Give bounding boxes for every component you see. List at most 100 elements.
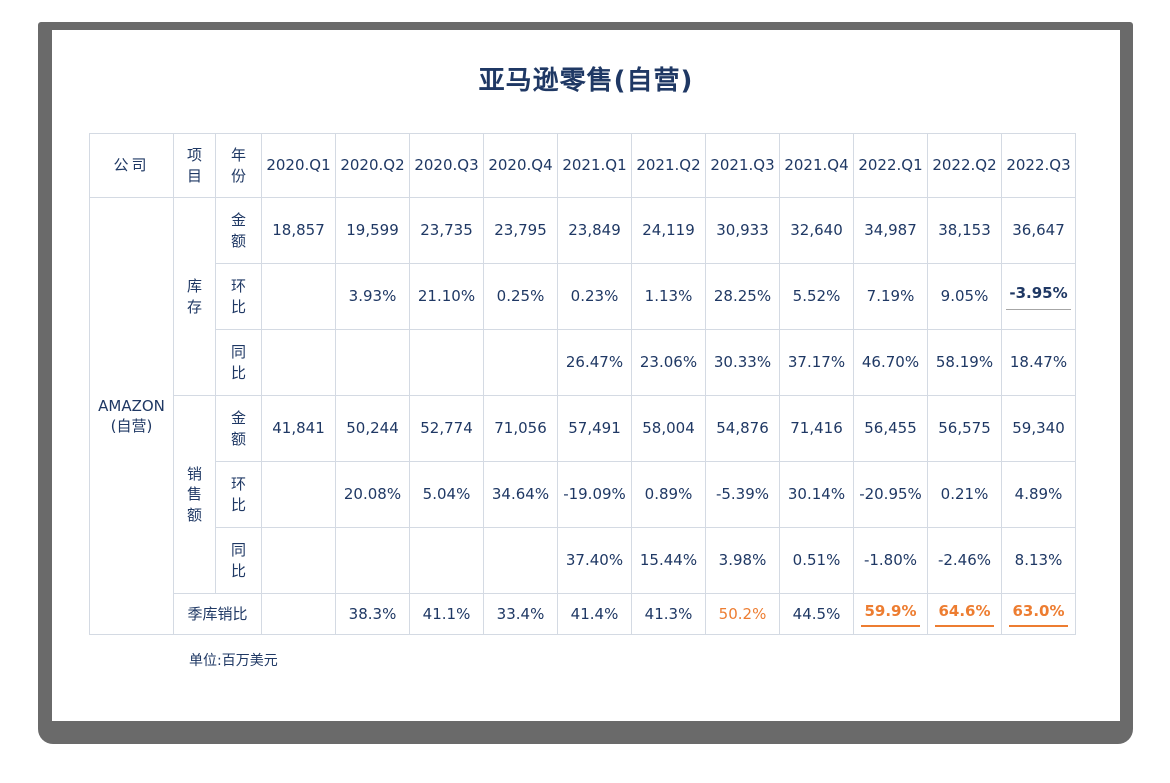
metric-label-cell: 环 比 <box>215 461 262 528</box>
summary-value-cell: 63.0% <box>1001 593 1076 635</box>
company-header-cell: 公司 <box>89 133 174 198</box>
value-cell: 36,647 <box>1001 197 1076 264</box>
quarter-header-cell: 2022.Q1 <box>853 133 928 198</box>
year-header-cell: 年 份 <box>215 133 262 198</box>
summary-value-cell: 38.3% <box>335 593 410 635</box>
unit-note: 单位:百万美元 <box>189 653 278 669</box>
value-cell <box>261 263 336 330</box>
summary-label-cell: 季库销比 <box>173 593 262 635</box>
section-label-cell: 销 售 额 <box>173 395 216 594</box>
quarter-header-cell: 2022.Q2 <box>927 133 1002 198</box>
summary-value-cell: 41.1% <box>409 593 484 635</box>
value-cell: 30.14% <box>779 461 854 528</box>
value-cell: 5.04% <box>409 461 484 528</box>
value-cell: 1.13% <box>631 263 706 330</box>
metric-label-cell: 同 比 <box>215 329 262 396</box>
value-cell: 30,933 <box>705 197 780 264</box>
quarter-header-cell: 2022.Q3 <box>1001 133 1076 198</box>
quarter-header-cell: 2020.Q1 <box>261 133 336 198</box>
value-cell: 58,004 <box>631 395 706 462</box>
value-cell: 9.05% <box>927 263 1002 330</box>
value-cell: 23,795 <box>483 197 558 264</box>
value-cell: 41,841 <box>261 395 336 462</box>
table-header: 公司项 目年 份 2020.Q1 2020.Q2 2020.Q3 2020.Q4 2021… <box>89 133 1076 198</box>
value-cell <box>335 527 410 594</box>
value-cell: 20.08% <box>335 461 410 528</box>
page-title: 亚马逊零售(自营) <box>478 66 694 96</box>
window-frame: 亚马逊零售(自营) 公司项 目年 份 2020.Q1 2020.Q2 2020.Q3 2… <box>38 22 1133 744</box>
value-cell: 23,735 <box>409 197 484 264</box>
quarter-header-cell: 2020.Q2 <box>335 133 410 198</box>
value-cell: -2.46% <box>927 527 1002 594</box>
item-header-cell: 项 目 <box>173 133 216 198</box>
quarter-header-cell: 2021.Q4 <box>779 133 854 198</box>
value-cell: 34,987 <box>853 197 928 264</box>
value-cell: 0.21% <box>927 461 1002 528</box>
table-body: AMAZON (自营) 库 存金 额 18,857 19,599 23,735 23,79… <box>89 197 1076 635</box>
summary-value-cell: 33.4% <box>483 593 558 635</box>
value-cell <box>483 329 558 396</box>
value-cell: 0.89% <box>631 461 706 528</box>
value-cell: 23.06% <box>631 329 706 396</box>
data-table: 公司项 目年 份 2020.Q1 2020.Q2 2020.Q3 2020.Q4 2021… <box>89 133 1076 635</box>
value-cell: 56,455 <box>853 395 928 462</box>
value-cell: 26.47% <box>557 329 632 396</box>
value-cell <box>483 527 558 594</box>
company-cell: AMAZON (自营) <box>89 197 174 635</box>
value-cell: 0.51% <box>779 527 854 594</box>
value-cell: 18.47% <box>1001 329 1076 396</box>
section-label-cell: 库 存 <box>173 197 216 396</box>
value-cell: 4.89% <box>1001 461 1076 528</box>
value-cell: 0.23% <box>557 263 632 330</box>
quarter-header-cell: 2020.Q3 <box>409 133 484 198</box>
value-cell: 32,640 <box>779 197 854 264</box>
summary-value-cell <box>261 593 336 635</box>
value-cell: 30.33% <box>705 329 780 396</box>
summary-value-cell: 41.4% <box>557 593 632 635</box>
content-sheet: 亚马逊零售(自营) 公司项 目年 份 2020.Q1 2020.Q2 2020.Q3 2… <box>52 30 1120 721</box>
value-cell: 24,119 <box>631 197 706 264</box>
underlined-value: -3.95% <box>1006 283 1071 310</box>
value-cell: -19.09% <box>557 461 632 528</box>
value-cell: 56,575 <box>927 395 1002 462</box>
quarter-header-cell: 2020.Q4 <box>483 133 558 198</box>
value-cell: 5.52% <box>779 263 854 330</box>
quarter-header-cell: 2021.Q2 <box>631 133 706 198</box>
value-cell: 3.93% <box>335 263 410 330</box>
value-cell: 3.98% <box>705 527 780 594</box>
value-cell: 0.25% <box>483 263 558 330</box>
value-cell: 46.70% <box>853 329 928 396</box>
quarter-header-cell: 2021.Q1 <box>557 133 632 198</box>
value-cell: 21.10% <box>409 263 484 330</box>
value-cell: 59,340 <box>1001 395 1076 462</box>
value-cell: 71,056 <box>483 395 558 462</box>
value-cell <box>261 329 336 396</box>
value-cell <box>409 527 484 594</box>
metric-label-cell: 环 比 <box>215 263 262 330</box>
value-cell: 71,416 <box>779 395 854 462</box>
metric-label-cell: 金 额 <box>215 395 262 462</box>
underlined-value: 59.9% <box>861 601 920 628</box>
quarter-header-cell: 2021.Q3 <box>705 133 780 198</box>
underlined-value: 64.6% <box>935 601 994 628</box>
value-cell: 19,599 <box>335 197 410 264</box>
value-cell <box>261 461 336 528</box>
value-cell: 52,774 <box>409 395 484 462</box>
value-cell: 23,849 <box>557 197 632 264</box>
value-cell <box>335 329 410 396</box>
metric-label-cell: 同 比 <box>215 527 262 594</box>
value-cell: 7.19% <box>853 263 928 330</box>
summary-value-cell: 64.6% <box>927 593 1002 635</box>
value-cell: 18,857 <box>261 197 336 264</box>
value-cell <box>409 329 484 396</box>
value-cell: 28.25% <box>705 263 780 330</box>
underlined-value: 63.0% <box>1009 601 1068 628</box>
summary-value-cell: 41.3% <box>631 593 706 635</box>
value-cell: 57,491 <box>557 395 632 462</box>
value-cell: -1.80% <box>853 527 928 594</box>
value-cell: -20.95% <box>853 461 928 528</box>
value-cell: 58.19% <box>927 329 1002 396</box>
summary-value-cell: 50.2% <box>705 593 780 635</box>
value-cell: 8.13% <box>1001 527 1076 594</box>
value-cell: 50,244 <box>335 395 410 462</box>
